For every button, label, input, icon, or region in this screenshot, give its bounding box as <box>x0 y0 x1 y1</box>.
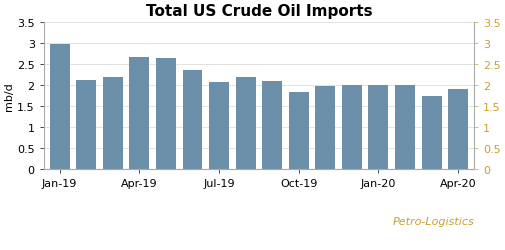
Bar <box>129 57 149 169</box>
Bar <box>315 87 335 169</box>
Bar <box>262 82 282 169</box>
Bar <box>209 82 229 169</box>
Title: Total US Crude Oil Imports: Total US Crude Oil Imports <box>145 4 372 19</box>
Bar <box>448 90 468 169</box>
Bar <box>289 93 309 169</box>
Y-axis label: mb/d: mb/d <box>4 82 14 110</box>
Bar <box>76 81 96 169</box>
Bar <box>395 86 415 169</box>
Bar <box>422 96 441 169</box>
Text: Petro-Logistics: Petro-Logistics <box>392 216 474 226</box>
Bar <box>182 71 203 169</box>
Bar <box>103 78 123 169</box>
Bar <box>342 86 362 169</box>
Bar <box>369 85 388 169</box>
Bar <box>156 58 176 169</box>
Bar <box>49 45 70 169</box>
Bar <box>236 77 256 169</box>
